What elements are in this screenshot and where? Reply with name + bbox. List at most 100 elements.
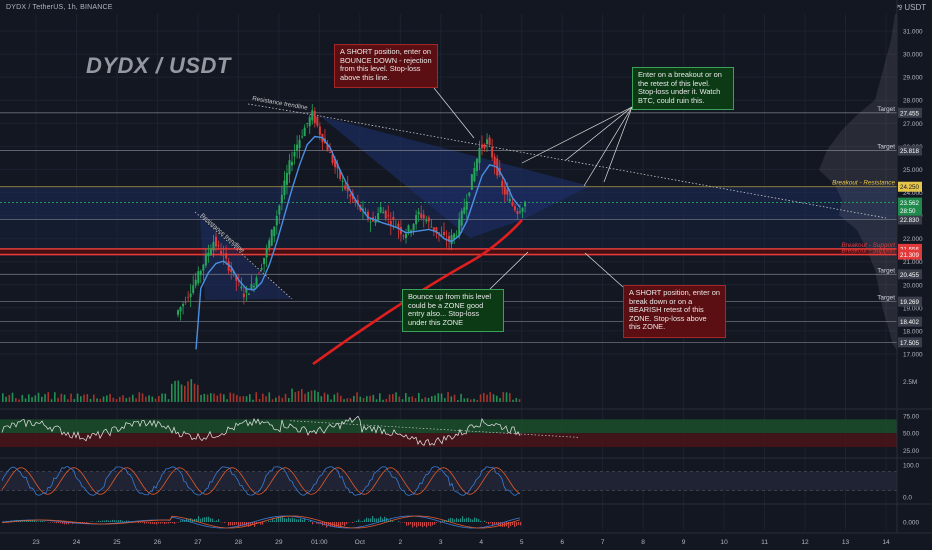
macd-histogram-bar [500,522,502,527]
candle-body [399,226,402,235]
volume-bar [96,398,98,402]
macd-histogram-bar [250,522,252,527]
macd-histogram-bar [110,520,112,522]
macd-histogram-bar [86,522,88,524]
price-tick-label: 28.000 [903,98,923,105]
macd-histogram-bar [232,522,234,526]
candle-body [468,192,471,196]
volume-bar [431,396,433,402]
candle-body [384,210,387,219]
volume-bar [336,392,339,402]
macd-histogram-bar [416,522,418,528]
macd-histogram-bar [312,522,314,525]
macd-histogram-bar [492,522,494,526]
pointer-line [489,251,529,290]
support-trendline [312,219,523,366]
macd-histogram-bar [64,522,66,525]
macd-histogram-bar [260,522,262,525]
candle-body [283,180,286,196]
volume-bar [405,393,407,402]
volume-bar [31,397,33,402]
last-price-label: 23.562 [900,200,919,207]
volume-bar [60,393,63,402]
candle-body [291,161,293,166]
candle-body [273,226,276,237]
macd-histogram-bar [436,522,438,523]
time-tick-label: 3 [439,539,443,546]
volume-bar [359,396,362,402]
macd-histogram-bar [42,521,44,522]
macd-histogram-bar [456,518,458,522]
price-tick-label: 19.000 [903,305,923,312]
macd-histogram-bar [352,522,354,523]
macd-histogram-bar [28,520,30,522]
macd-histogram-bar [116,520,118,522]
macd-histogram-bar [382,518,384,522]
volume-bar [135,398,137,402]
macd-histogram-bar [490,522,492,524]
volume-bar [158,395,160,402]
macd-histogram-bar [102,520,104,522]
macd-histogram-bar [474,517,476,522]
annotation-short-breakdown[interactable]: A SHORT position, enter on break down or… [623,285,726,338]
volume-bar [47,392,50,402]
macd-histogram-bar [236,522,238,525]
price-tick-label: 30.000 [903,52,923,59]
macd-histogram-bar [154,522,156,525]
price-level-box [898,316,922,327]
volume-bar [356,392,358,402]
macd-histogram-bar [278,516,280,522]
stoch-tick-label: 100.0 [903,463,919,470]
time-tick-label: 24 [73,539,81,546]
volume-bar [395,392,397,402]
currency-label[interactable]: ⅋ USDT [897,3,927,12]
candle-body [344,185,347,190]
macd-histogram-bar [368,518,370,522]
candle-body [242,293,245,298]
macd-histogram-bar [140,522,142,523]
volume-bar [252,399,254,402]
volume-bar [119,396,121,402]
level-label: Target [877,295,895,302]
candle-body [506,189,509,195]
macd-histogram-bar [234,522,236,526]
macd-histogram-bar [380,516,382,522]
candle-body [209,248,212,256]
volume-bar [447,392,449,402]
volume-bar [388,394,391,402]
annotation-bounce-zone[interactable]: Bounce up from this level could be a ZON… [402,289,504,332]
macd-histogram-bar [466,517,468,522]
volume-bar [57,397,59,402]
volume-bar [187,381,189,402]
candle-body [379,207,382,213]
volume-bar [229,392,232,402]
macd-histogram-bar [432,522,434,526]
volume-bar [258,399,261,402]
volume-bar [463,398,466,402]
annotation-short-bounce[interactable]: A SHORT position, enter on BOUNCE DOWN -… [334,44,438,88]
macd-histogram-bar [292,517,294,522]
volume-bar [509,393,511,402]
volume-bar [8,394,11,402]
candle-body [280,194,283,204]
macd-histogram-bar [354,521,356,522]
price-tick-label: 21.000 [903,259,923,266]
macd-histogram-bar [40,520,42,522]
volume-bar [242,396,245,402]
volume-bar [245,396,248,402]
candle-body [453,233,456,240]
annotation-breakout[interactable]: Enter on a breakout or on the retest of … [632,67,734,110]
volume-bar [288,398,290,402]
candle-body [179,307,182,312]
macd-histogram-bar [468,517,470,522]
macd-histogram-bar [168,522,170,524]
volume-bar [76,393,79,402]
volume-bar [314,390,316,402]
volume-bar [271,399,274,402]
macd-histogram-bar [128,520,130,522]
macd-histogram-bar [212,518,214,522]
candle-body [253,285,255,288]
pointer-line [603,106,633,183]
